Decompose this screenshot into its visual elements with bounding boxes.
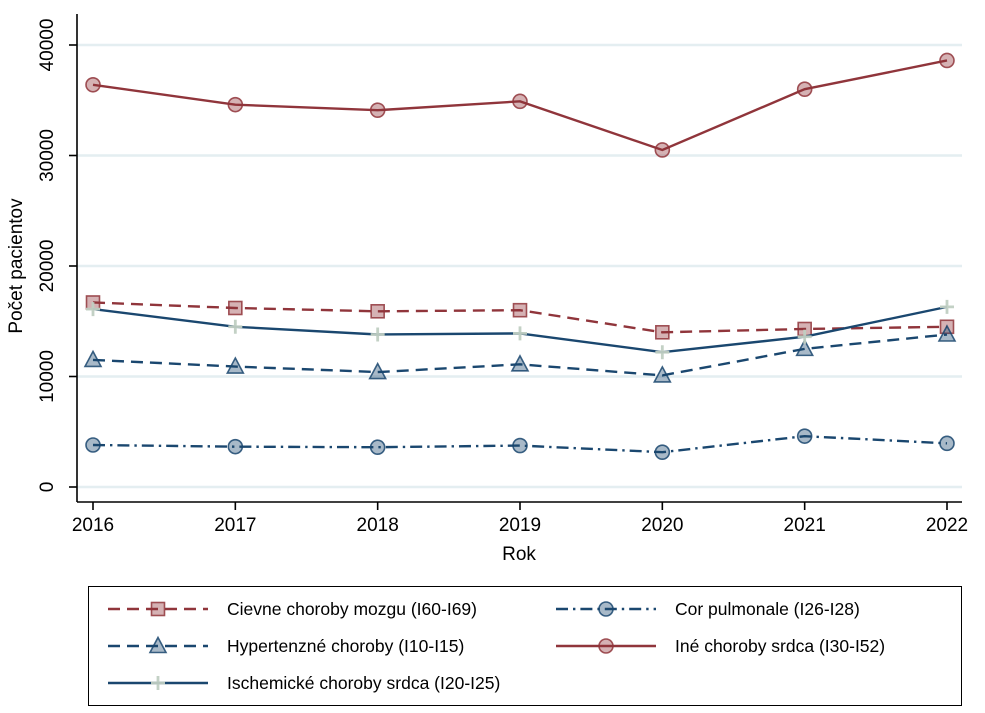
x-tick-label: 2021 — [784, 515, 826, 536]
square-marker — [228, 300, 243, 316]
y-tick-label: 40000 — [37, 19, 58, 72]
y-tick-label: 0 — [37, 482, 58, 493]
series-line-4 — [92, 59, 948, 152]
data-series — [83, 52, 957, 460]
legend-item-0: Cievne choroby mozgu (I60-I69) — [105, 594, 553, 624]
legend-swatch — [108, 676, 208, 690]
legend-label: Cor pulmonale (I26-I28) — [675, 598, 860, 619]
circle-marker — [796, 428, 813, 444]
legend-swatch — [108, 601, 208, 617]
triangle-marker — [652, 365, 672, 383]
legend-swatch — [108, 635, 208, 654]
triangle-marker — [225, 356, 245, 374]
square-marker — [370, 304, 385, 319]
series-line-0 — [92, 301, 948, 334]
x-tick-label: 2022 — [926, 515, 968, 536]
circle-marker — [85, 437, 101, 453]
triangle-marker — [937, 324, 957, 342]
square-marker — [655, 324, 670, 340]
legend: Cievne choroby mozgu (I60-I69) Cor pulmon… — [88, 586, 962, 706]
circle-marker — [369, 102, 386, 118]
circle-marker — [512, 93, 528, 110]
triangle-marker — [368, 361, 387, 380]
circle-marker — [369, 439, 386, 456]
plus-marker — [513, 326, 527, 341]
plus-marker — [655, 345, 670, 360]
triangle-marker — [510, 354, 530, 372]
plus-marker — [151, 676, 165, 690]
legend-item-1: Hypertenzné choroby (I10-I15) — [105, 631, 553, 661]
plus-marker — [370, 327, 385, 342]
legend-item-2: Ischemické choroby srdca (I20-I25) — [105, 668, 553, 698]
y-tick-label: 20000 — [37, 240, 58, 293]
legend-swatch — [556, 638, 656, 654]
legend-label: Iné choroby srdca (I30-I52) — [675, 635, 886, 656]
plus-marker — [797, 329, 812, 344]
plus-marker — [86, 302, 100, 317]
y-tick-label: 10000 — [37, 350, 58, 403]
legend-item-3: Cor pulmonale (I26-I28) — [553, 594, 951, 624]
legend-label: Ischemické choroby srdca (I20-I25) — [227, 672, 501, 693]
triangle-marker — [148, 635, 168, 654]
circle-marker — [598, 601, 614, 617]
triangle-marker — [795, 338, 815, 357]
legend-swatch — [556, 601, 656, 617]
legend-label: Hypertenzné choroby (I10-I15) — [227, 635, 465, 656]
square-marker — [512, 302, 528, 318]
legend-label: Cievne choroby mozgu (I60-I69) — [227, 598, 477, 619]
gridlines — [77, 43, 962, 489]
circle-marker — [227, 438, 244, 455]
circle-marker — [939, 52, 955, 69]
x-tick-label: 2019 — [499, 515, 541, 536]
y-axis-title: Počet pacientov — [6, 198, 27, 334]
square-marker — [150, 601, 166, 617]
series-line-1 — [92, 333, 948, 377]
x-tick-label: 2017 — [214, 515, 256, 536]
circle-marker — [598, 638, 614, 654]
triangle-marker — [83, 349, 103, 368]
y-axis-tick-labels: 0 10000 20000 30000 40000 — [37, 19, 77, 493]
circle-marker — [85, 76, 101, 93]
legend-item-4: Iné choroby srdca (I30-I52) — [553, 631, 951, 661]
circle-marker — [796, 81, 813, 97]
x-axis-title: Rok — [502, 544, 536, 565]
axes — [76, 14, 962, 503]
circle-marker — [227, 96, 244, 113]
plus-marker — [228, 319, 243, 334]
circle-marker — [654, 142, 671, 158]
x-tick-label: 2016 — [72, 515, 114, 536]
x-axis-tick-labels: 2016 2017 2018 2019 2020 2021 2022 — [72, 502, 968, 536]
circle-marker — [512, 437, 528, 454]
x-tick-label: 2020 — [641, 515, 683, 536]
circle-marker — [939, 435, 955, 452]
circle-marker — [654, 444, 671, 460]
series-line-3 — [92, 434, 948, 454]
plus-marker — [940, 299, 954, 314]
x-tick-label: 2018 — [357, 515, 399, 536]
y-tick-label: 30000 — [37, 129, 58, 182]
